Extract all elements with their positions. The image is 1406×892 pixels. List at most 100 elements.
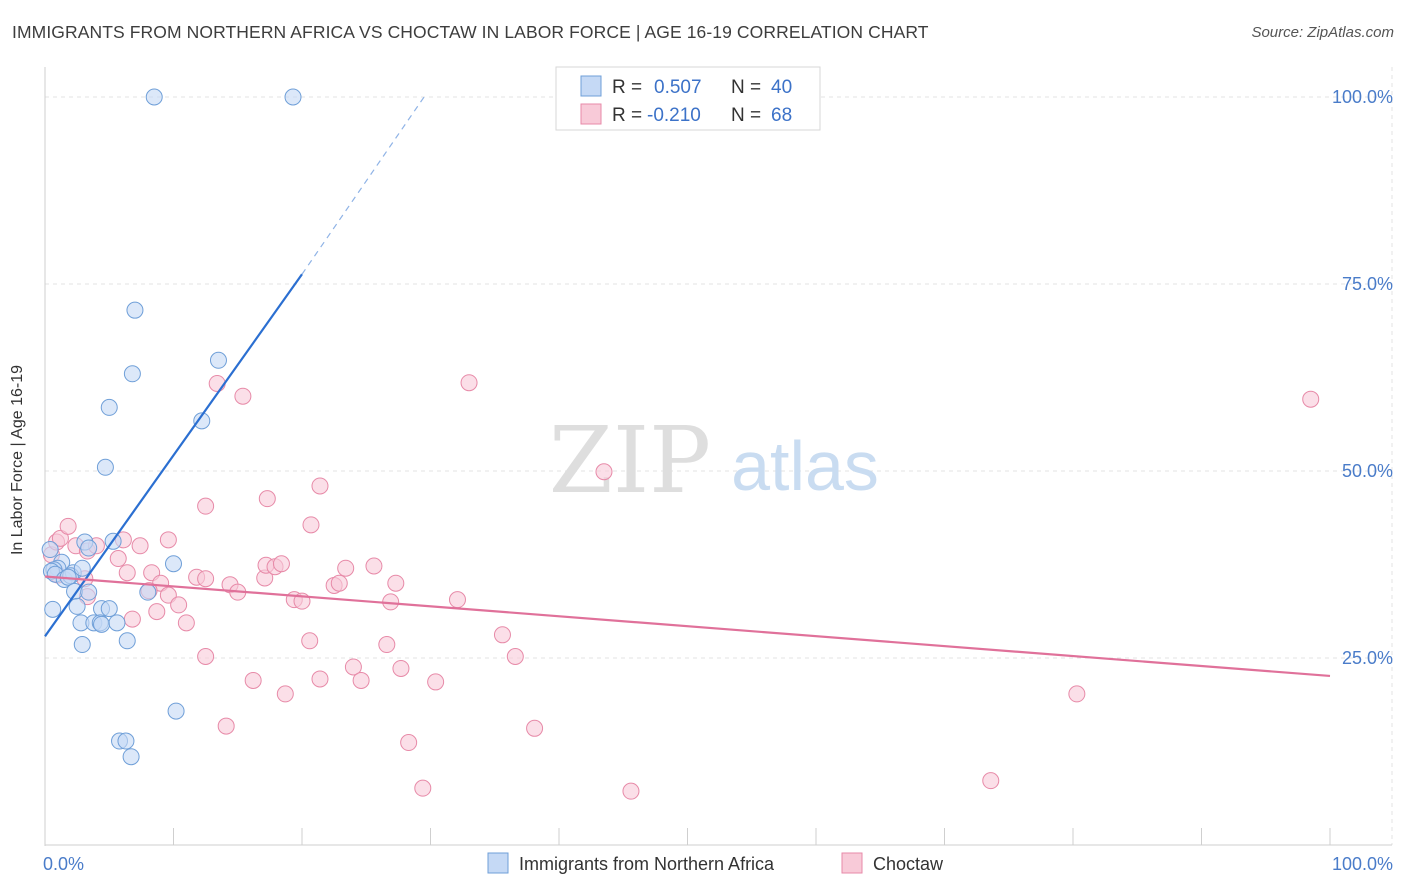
immigrants-point: [108, 614, 126, 632]
choctaw-point: [118, 564, 136, 582]
choctaw-point: [1068, 685, 1086, 703]
choctaw-point: [148, 603, 166, 621]
choctaw-point: [258, 490, 276, 508]
watermark-atlas: atlas: [731, 427, 879, 505]
choctaw-point: [414, 779, 432, 797]
choctaw-point: [311, 477, 329, 495]
choctaw-point: [244, 671, 262, 689]
choctaw-point: [526, 719, 544, 737]
immigrants-point: [167, 702, 185, 720]
choctaw-point: [1302, 390, 1320, 408]
immigrants-point: [139, 583, 157, 601]
choctaw-point: [448, 591, 466, 609]
choctaw-point: [506, 648, 524, 666]
immigrants-point: [126, 301, 144, 319]
immigrants-point: [165, 555, 182, 573]
legend-n-value-2: 68: [771, 105, 792, 126]
y-tick-label-25: 25.0%: [1342, 648, 1393, 668]
choctaw-point: [365, 557, 383, 575]
series-legend: Immigrants from Northern Africa Choctaw: [487, 852, 944, 874]
watermark-zip: ZIP: [549, 407, 711, 514]
immigrants-point: [100, 600, 118, 618]
immigrants-point: [80, 539, 98, 557]
immigrants-point: [193, 412, 211, 430]
choctaw-point: [123, 610, 141, 628]
trend-lines: [44, 96, 1331, 678]
choctaw-point: [197, 570, 215, 588]
immigrants-point: [73, 636, 91, 654]
legend-n-label-2: N =: [731, 105, 761, 126]
immigrants-point: [117, 732, 135, 750]
legend-swatch-blue: [580, 75, 602, 97]
choctaw-point: [427, 673, 445, 691]
choctaw-point: [400, 734, 418, 752]
y-tick-labels: 25.0% 50.0% 75.0% 100.0%: [1332, 87, 1393, 668]
immigrants-point: [123, 365, 141, 383]
watermark: ZIP atlas: [549, 407, 879, 514]
choctaw-point: [208, 374, 226, 392]
bottom-legend-swatch-pink: [841, 852, 863, 874]
bottom-legend-swatch-blue: [487, 852, 509, 874]
stats-legend: R = 0.507 N = 40 R = -0.210 N = 68: [555, 66, 821, 131]
legend-n-label-1: N =: [731, 77, 761, 98]
y-tick-label-100: 100.0%: [1332, 87, 1393, 107]
chart-source: Source: ZipAtlas.com: [1251, 24, 1394, 41]
choctaw-point: [131, 537, 149, 555]
choctaw-point: [272, 555, 290, 573]
choctaw-point: [197, 648, 215, 666]
immigrants-point: [122, 748, 140, 766]
choctaw-point: [330, 574, 348, 592]
choctaw-point: [337, 559, 355, 577]
choctaw-point: [177, 614, 195, 632]
x-tick-label-0: 0.0%: [43, 854, 84, 874]
choctaw-point: [311, 670, 329, 688]
choctaw-point: [109, 550, 127, 568]
choctaw-point: [493, 626, 511, 644]
trend-line-immigrants-extension: [301, 96, 425, 275]
legend-r-value-2: -0.210: [647, 105, 701, 126]
immigrants-point: [118, 632, 136, 650]
y-tick-label-75: 75.0%: [1342, 274, 1393, 294]
legend-r-label-2: R =: [612, 105, 642, 126]
choctaw-point: [387, 574, 405, 592]
choctaw-point: [595, 463, 613, 481]
series-immigrants-northern-africa: [41, 88, 302, 766]
axes: [44, 67, 1392, 846]
choctaw-point: [378, 636, 396, 654]
choctaw-point: [344, 658, 362, 676]
immigrants-point: [145, 88, 163, 106]
bottom-legend-label-blue: Immigrants from Northern Africa: [519, 854, 775, 874]
immigrants-point: [284, 88, 302, 106]
immigrants-point: [209, 351, 227, 369]
choctaw-point: [982, 772, 1000, 790]
immigrants-point: [41, 541, 59, 559]
x-tick-labels: 0.0% 100.0%: [43, 854, 1393, 874]
choctaw-point: [217, 717, 235, 735]
immigrants-point: [100, 398, 118, 416]
legend-swatch-pink: [580, 103, 602, 125]
trend-line-choctaw: [44, 575, 1331, 678]
choctaw-point: [159, 531, 177, 549]
immigrants-point: [93, 615, 111, 633]
y-tick-label-50: 50.0%: [1342, 461, 1393, 481]
choctaw-point: [301, 632, 319, 650]
choctaw-point: [197, 497, 215, 515]
gridlines: [45, 67, 1393, 845]
x-tick-label-100: 100.0%: [1332, 854, 1393, 874]
trend-line-immigrants: [44, 273, 303, 637]
bottom-legend-label-pink: Choctaw: [873, 854, 944, 874]
legend-r-label-1: R =: [612, 77, 642, 98]
choctaw-point: [51, 529, 69, 547]
immigrants-point: [73, 559, 91, 577]
immigrants-point: [80, 583, 98, 601]
immigrants-point: [44, 600, 62, 618]
choctaw-point: [276, 685, 294, 703]
immigrants-point: [96, 458, 114, 476]
legend-r-value-1: 0.507: [654, 77, 702, 98]
choctaw-point: [302, 516, 320, 534]
legend-n-value-1: 40: [771, 77, 792, 98]
chart-title: IMMIGRANTS FROM NORTHERN AFRICA VS CHOCT…: [12, 22, 929, 42]
immigrants-point: [68, 597, 86, 615]
choctaw-point: [392, 659, 410, 677]
